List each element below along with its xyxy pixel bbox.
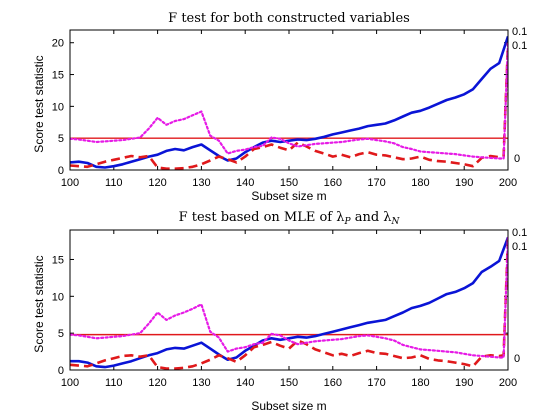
x-tick-label: 190 (455, 377, 473, 389)
series-line-dotted (70, 41, 508, 160)
y-tick-labels: 0 5 10 15 (52, 254, 64, 377)
y-tick-label: 10 (52, 101, 64, 113)
x-axis-label: Subset size m (251, 399, 326, 413)
annotation-zero: 0 (514, 353, 520, 365)
annotation-lower: 0.1 (512, 241, 527, 253)
x-tick-label: 170 (367, 177, 385, 189)
x-tick-label: 160 (324, 177, 342, 189)
title-sub-p: P (344, 217, 352, 227)
panel-title: F test for both constructed variables (168, 11, 410, 26)
title-and: and λ (351, 210, 392, 225)
x-tick-label: 120 (148, 377, 166, 389)
panel-bottom: F test based on MLE of λP and λN Score t… (32, 210, 527, 413)
x-tick-label: 150 (280, 377, 298, 389)
annotation-upper: 0.1 (512, 26, 527, 38)
annotation-lower: 0.1 (512, 40, 527, 52)
y-tick-label: 0 (58, 165, 64, 177)
x-tick-labels: 100 110 120 130 140 150 160 170 180 190 200 (61, 177, 517, 189)
series-line-dashed (70, 237, 508, 370)
x-tick-label: 200 (499, 177, 517, 189)
y-tick-label: 15 (52, 254, 64, 266)
y-tick-label: 0 (58, 365, 64, 377)
y-axis-label: Score test statistic (32, 55, 46, 152)
y-tick-label: 5 (58, 328, 64, 340)
y-tick-label: 10 (52, 291, 64, 303)
y-tick-label: 20 (52, 38, 64, 50)
x-tick-label: 180 (411, 377, 429, 389)
series-line-solid (70, 35, 508, 169)
panel-title: F test based on MLE of λP and λN (179, 210, 401, 227)
x-tick-label: 110 (105, 177, 123, 189)
y-tick-labels: 0 5 10 15 20 (52, 38, 64, 177)
tick-marks (69, 30, 509, 171)
tick-marks (69, 230, 509, 371)
x-tick-label: 110 (105, 377, 123, 389)
axes-frame (69, 229, 509, 371)
panel-top: F test for both constructed variables Sc… (32, 11, 527, 203)
series-line-dashed (70, 42, 508, 170)
title-sub-n: N (391, 217, 401, 227)
plot-area (70, 35, 508, 170)
x-tick-label: 200 (499, 377, 517, 389)
x-tick-label: 180 (411, 177, 429, 189)
x-tick-label: 190 (455, 177, 473, 189)
x-tick-label: 100 (61, 377, 79, 389)
x-tick-label: 140 (236, 177, 254, 189)
x-tick-label: 140 (236, 377, 254, 389)
x-tick-label: 170 (367, 377, 385, 389)
plot-area (70, 236, 508, 370)
y-axis-label: Score test statistic (32, 255, 46, 352)
annotation-zero: 0 (514, 153, 520, 165)
x-tick-label: 130 (192, 377, 210, 389)
annotation-upper: 0.1 (512, 227, 527, 239)
x-axis-label: Subset size m (251, 189, 326, 203)
x-tick-label: 130 (192, 177, 210, 189)
x-tick-label: 120 (148, 177, 166, 189)
y-tick-label: 15 (52, 70, 64, 82)
x-tick-label: 150 (280, 177, 298, 189)
x-tick-label: 100 (61, 177, 79, 189)
series-line-dotted (70, 236, 508, 359)
x-tick-labels: 100 110 120 130 140 150 160 170 180 190 200 (61, 377, 517, 389)
axes-frame (69, 29, 509, 171)
title-prefix: F test based on MLE of λ (179, 210, 345, 225)
y-tick-label: 5 (58, 133, 64, 145)
x-tick-label: 160 (324, 377, 342, 389)
